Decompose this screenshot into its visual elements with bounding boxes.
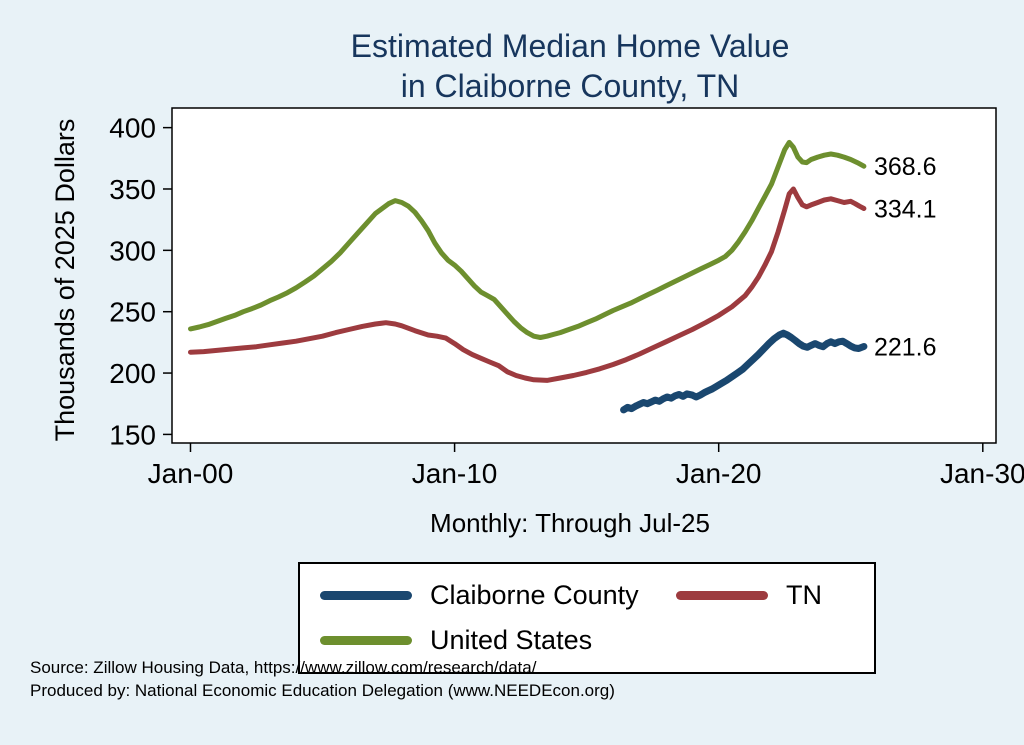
x-axis-subtitle: Monthly: Through Jul-25 (430, 508, 710, 538)
plot-area: 150 200 250 300 350 400 Jan-00 Jan-10 Jan-20 Jan-… (109, 107, 1024, 489)
legend: Claiborne County TN United States (298, 562, 876, 674)
source-note: Source: Zillow Housing Data, https://www… (30, 656, 615, 702)
series-line-claiborne-county (620, 329, 868, 414)
x-tick-label: Jan-20 (676, 458, 762, 489)
series-end-label-tn: 334.1 (874, 196, 937, 224)
y-tick-label: 150 (109, 419, 156, 450)
y-tick-label: 350 (109, 174, 156, 205)
series-end-label-claiborne-county: 221.6 (874, 334, 937, 362)
legend-item-claiborne-county: Claiborne County (320, 580, 676, 611)
legend-item-tn: TN (676, 580, 854, 611)
y-tick-label: 250 (109, 297, 156, 328)
plot-frame (171, 107, 997, 444)
y-tick-label: 400 (109, 113, 156, 144)
y-tick-label: 300 (109, 235, 156, 266)
y-axis-label: Thousands of 2025 Dollars (50, 118, 80, 442)
x-tick-label: Jan-10 (412, 458, 498, 489)
tn-line-swatch (676, 591, 768, 600)
chart-title-line2: in Claiborne County, TN (400, 68, 740, 104)
legend-label-united-states: United States (430, 625, 593, 655)
x-tick-label: Jan-30 (940, 458, 1024, 489)
legend-item-united-states: United States (320, 625, 676, 656)
source-line1: Source: Zillow Housing Data, https://www… (30, 658, 537, 677)
chart-title-line1: Estimated Median Home Value (350, 28, 790, 64)
chart-title: Estimated Median Home Value in Claiborne… (130, 26, 1010, 106)
source-line2: Produced by: National Economic Education… (30, 681, 615, 700)
legend-label-tn: TN (786, 580, 822, 610)
series-line-united-states (188, 139, 867, 340)
x-tick-label: Jan-00 (148, 458, 234, 489)
series-end-label-united-states: 368.6 (874, 153, 937, 181)
y-tick-label: 200 (109, 358, 156, 389)
united-states-line-swatch (320, 636, 412, 645)
series-line-tn (188, 186, 867, 383)
legend-label-claiborne-county: Claiborne County (430, 580, 639, 610)
claiborne-county-line-swatch (320, 591, 412, 600)
